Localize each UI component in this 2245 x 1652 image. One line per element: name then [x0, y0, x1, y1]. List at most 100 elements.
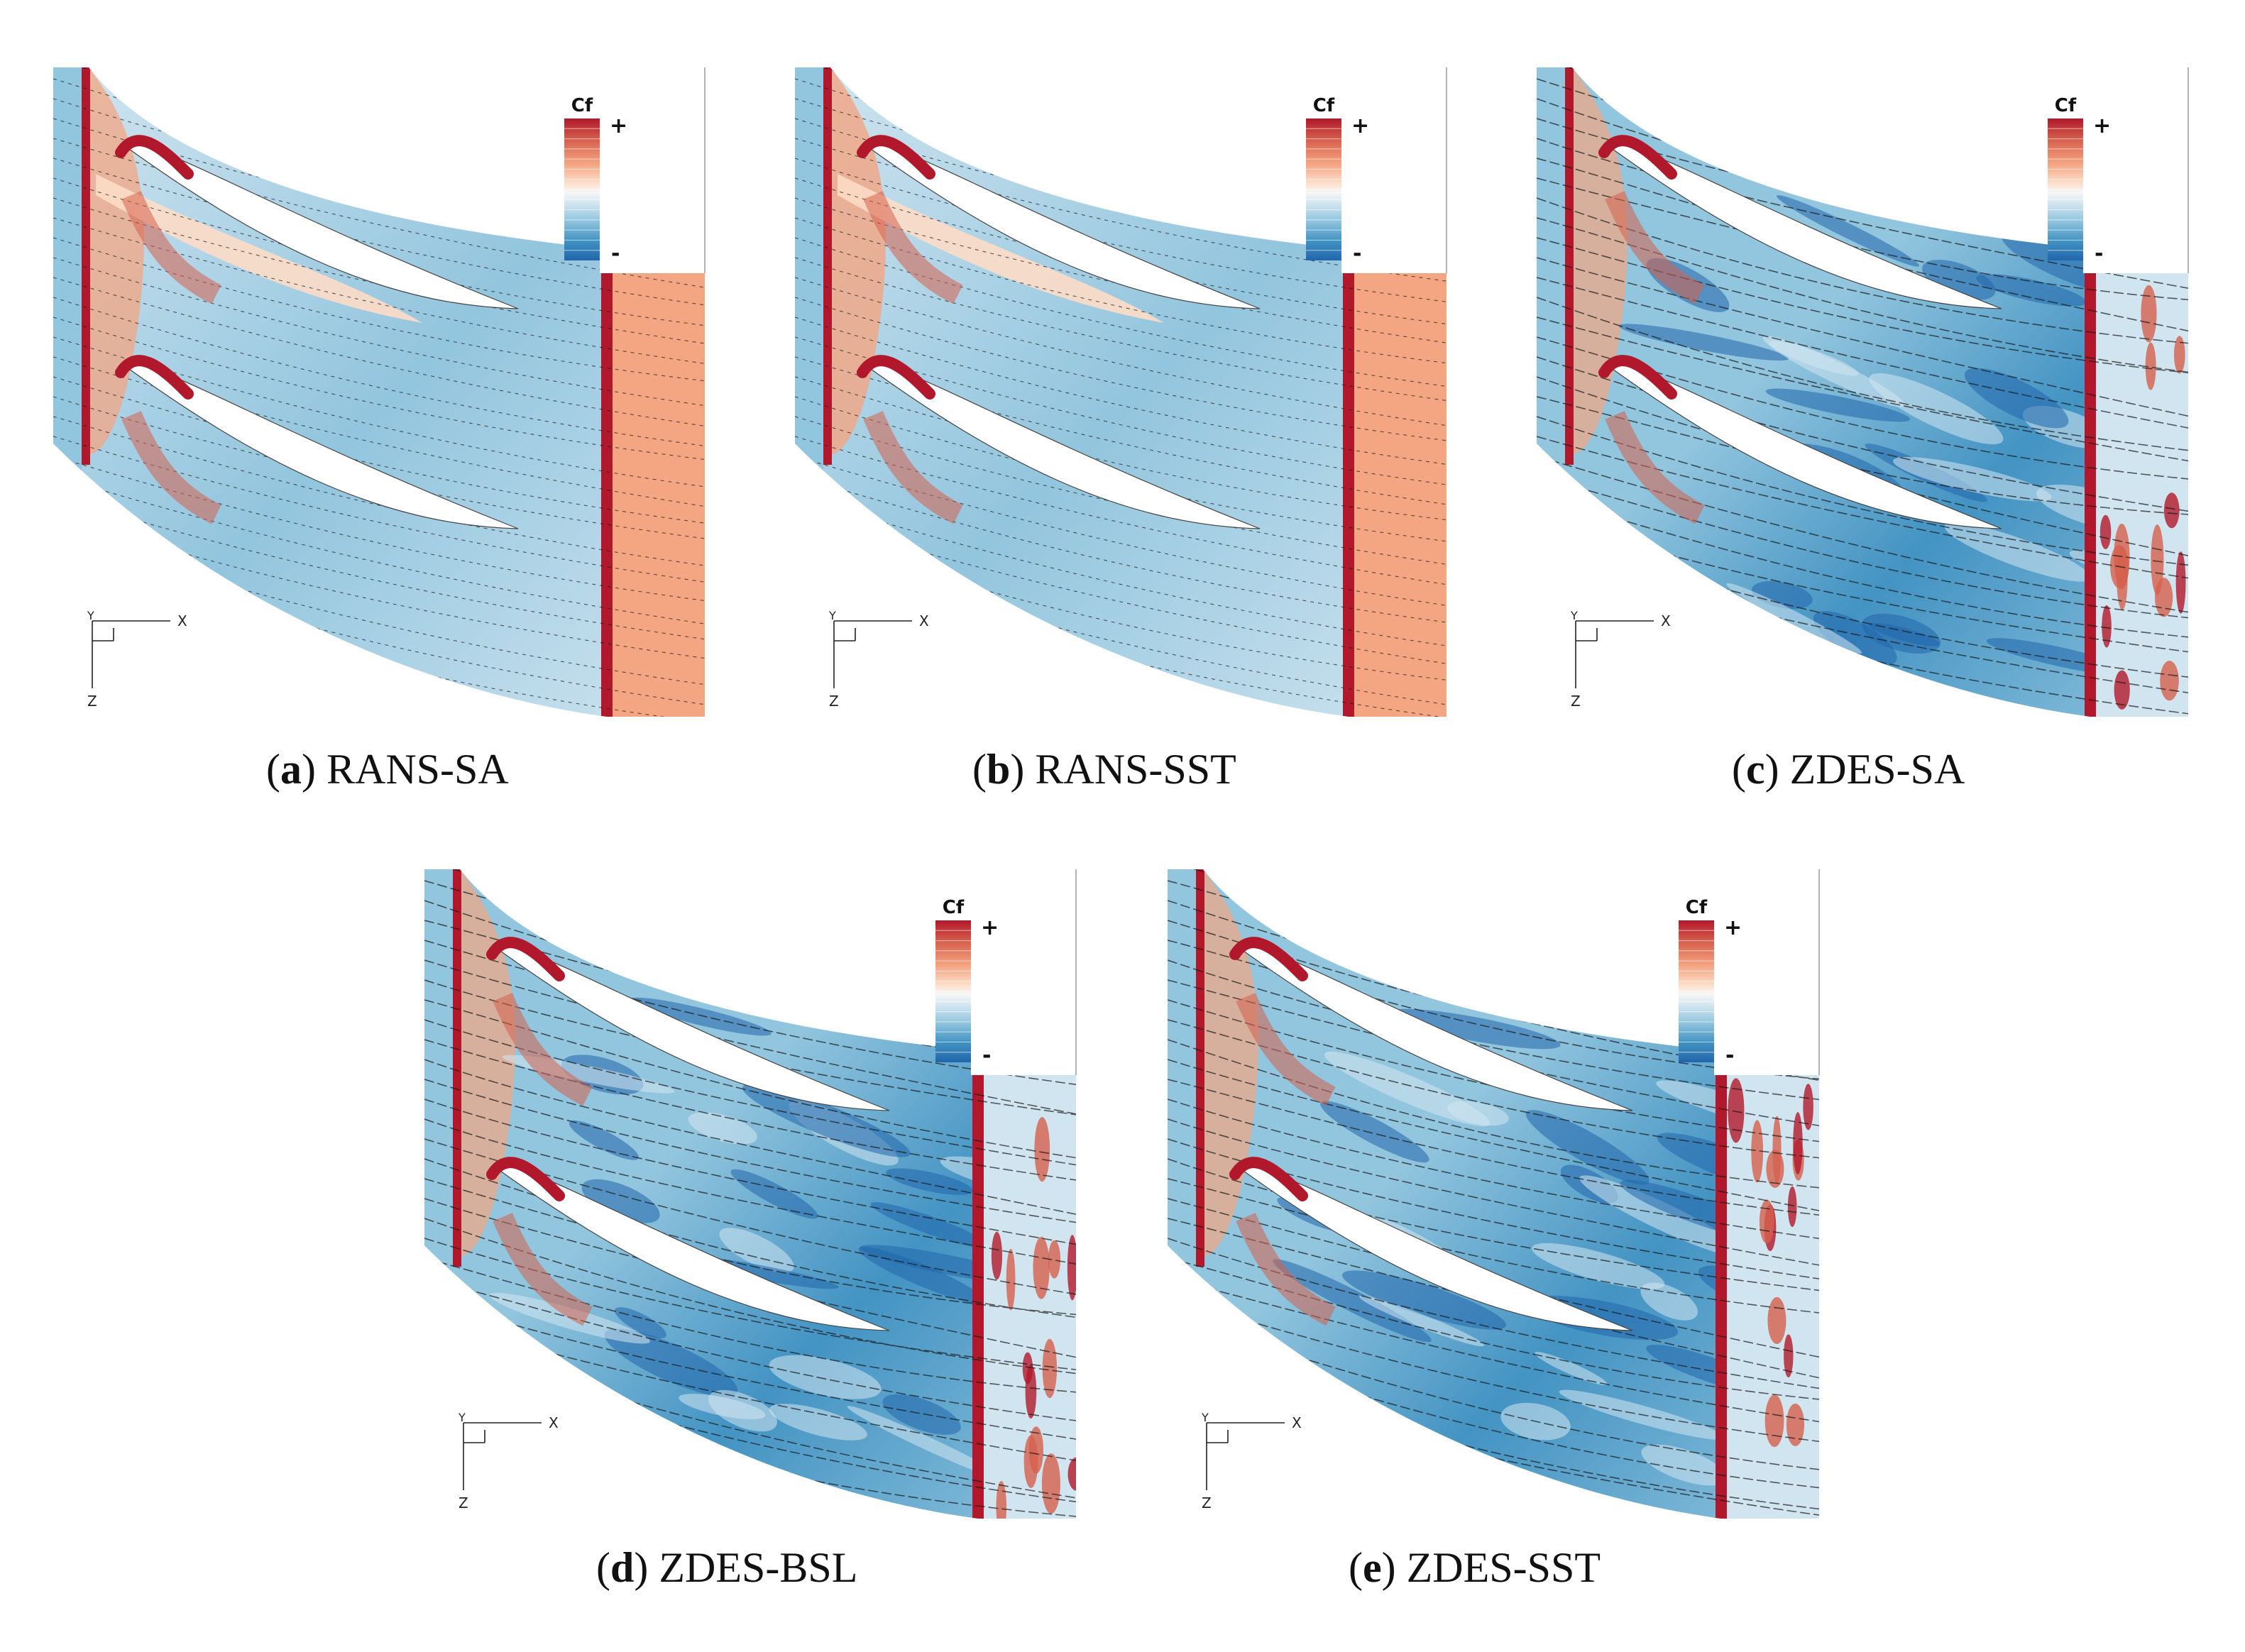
colorbar-plus: + [610, 114, 627, 138]
outlet-hotspot [1067, 1235, 1076, 1301]
turbulent-streak [1273, 1259, 1432, 1343]
streamline [1537, 237, 2188, 376]
pressure-side-band [863, 191, 963, 304]
turbulent-streak [1388, 1008, 1561, 1050]
streamline [1168, 1158, 1819, 1294]
outlet-hotspot [1042, 1338, 1058, 1399]
warm-streak [96, 174, 422, 323]
panel-a: Cf + - X Y Z [53, 67, 728, 727]
turbulent-streak [1869, 373, 2004, 445]
turbulent-streak [1241, 1445, 1416, 1486]
turbulent-streak [1944, 522, 2091, 582]
outlet-hotspot [1803, 1084, 1813, 1130]
streamline [1168, 1238, 1819, 1393]
streamline [424, 1098, 1076, 1249]
streamline [424, 1218, 1076, 1377]
turbulent-streak [730, 1169, 818, 1219]
caption-letter: b [986, 746, 1011, 793]
axis-x-label: X [549, 1414, 559, 1431]
streamline [795, 396, 1447, 545]
caption-e: (e) ZDES-SST [1349, 1544, 1601, 1591]
axis-y-label: Y [1201, 1411, 1209, 1424]
axis-y-label: Y [458, 1411, 466, 1424]
streamline [53, 336, 705, 490]
cf-contour-plot: Cf + - X Y Z [795, 67, 1447, 717]
outlet-interface [1716, 1075, 1727, 1519]
turbulent-streak [1762, 336, 1906, 407]
panel-d: Cf + - X Y Z [424, 869, 1099, 1529]
turbulent-streak [742, 1084, 911, 1157]
streamline [1537, 197, 2188, 346]
outlet-hotspot [2163, 492, 2180, 529]
colorbar-title: Cf [943, 897, 965, 918]
streamline [795, 436, 1447, 589]
colorbar-minus: - [1353, 241, 1361, 266]
streamline [795, 416, 1447, 568]
pressure-side-band [121, 191, 221, 304]
turbulent-streak [1358, 1295, 1485, 1347]
streamline [424, 1257, 1076, 1395]
streamline [1168, 1059, 1819, 1216]
outlet-hotspot [1048, 1240, 1061, 1279]
axis-y-label: Y [87, 609, 94, 622]
caption-title: ZDES-BSL [659, 1544, 858, 1591]
colorbar-title: Cf [571, 95, 593, 116]
inlet-strip [795, 67, 823, 717]
outlet-hotspot [1784, 1334, 1794, 1378]
axis-triad [463, 1422, 542, 1490]
streamline [1537, 436, 2188, 583]
streamline [424, 1198, 1076, 1363]
inlet-strip [53, 67, 82, 717]
turbulent-streak [1535, 1352, 1608, 1386]
streamline [424, 1019, 1076, 1169]
outlet-hotspot [1786, 1403, 1805, 1446]
streamline [1537, 217, 2188, 376]
outlet-hotspot [1006, 1248, 1016, 1311]
streamline [1168, 1277, 1819, 1426]
streamline [795, 277, 1447, 430]
blade-leading-edge [1598, 135, 1677, 180]
streamline [424, 1277, 1076, 1424]
streamline [53, 138, 705, 292]
turbulent-streak [688, 1112, 757, 1145]
streamline [53, 376, 705, 527]
blade-leading-edge [857, 135, 935, 180]
colorbar-plus: + [1351, 114, 1369, 138]
streamline [1537, 138, 2188, 293]
colorbar-title: Cf [1313, 95, 1335, 116]
outlet-strip [607, 273, 705, 717]
turbulent-streak [1681, 622, 1775, 663]
caption-title: ZDES-SA [1789, 746, 1965, 793]
turbulent-streak [604, 1328, 738, 1397]
streamline [424, 1118, 1076, 1269]
pressure-side-band [863, 411, 963, 524]
streamline [1168, 999, 1819, 1145]
streamline [795, 217, 1447, 367]
streamline [424, 1178, 1076, 1317]
turbulent-streak [1765, 388, 1911, 422]
pressure-side-band [493, 993, 593, 1106]
axis-y-label: Y [1570, 609, 1578, 622]
turbulent-streak [882, 1394, 961, 1435]
streamline [1537, 376, 2188, 517]
streamline [424, 1238, 1076, 1373]
caption-letter: c [1745, 746, 1765, 793]
streamline [1537, 277, 2188, 433]
caption-title: RANS-SST [1035, 746, 1236, 793]
streamline [53, 456, 705, 605]
outlet-hotspot [1772, 1116, 1782, 1184]
streamline [795, 257, 1447, 404]
caption-c: (c) ZDES-SA [1732, 746, 1965, 793]
streamline [53, 277, 705, 430]
axis-z-label: Z [829, 693, 839, 710]
streamline [795, 475, 1447, 626]
pressure-side-band [493, 1213, 593, 1326]
caption-letter: d [610, 1544, 635, 1591]
streamline [1168, 1098, 1819, 1243]
streamline [424, 1158, 1076, 1321]
streamline [795, 197, 1447, 347]
colorbar-minus: - [2095, 241, 2103, 266]
outlet-hotspot [1759, 1199, 1774, 1244]
caption-title: ZDES-SST [1406, 1544, 1601, 1591]
inlet-strip [424, 869, 453, 1519]
